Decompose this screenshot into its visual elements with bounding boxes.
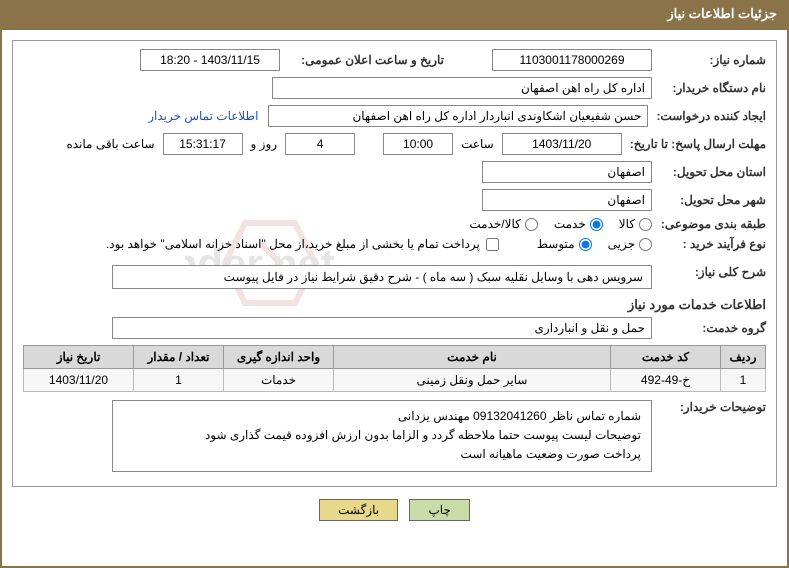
radio-both-label: کالا/خدمت: [469, 217, 520, 231]
announce-label: تاریخ و ساعت اعلان عمومی:: [284, 53, 444, 67]
radio-medium-input[interactable]: [579, 238, 592, 251]
city-value: اصفهان: [482, 189, 652, 211]
header-title: جزئیات اطلاعات نیاز: [667, 6, 777, 21]
deadline-hour: 10:00: [383, 133, 453, 155]
radio-medium[interactable]: متوسط: [537, 237, 592, 251]
outer-frame: Aria Tender.net شماره نیاز: 110300117800…: [0, 28, 789, 568]
radio-both[interactable]: کالا/خدمت: [469, 217, 537, 231]
category-radios: کالا خدمت کالا/خدمت: [469, 217, 652, 231]
row-need-number: شماره نیاز: 1103001178000269 تاریخ و ساع…: [23, 49, 766, 71]
td-name: سایر حمل ونقل زمینی: [334, 369, 611, 392]
row-buyer-org: نام دستگاه خریدار: اداره کل راه اهن اصفه…: [23, 77, 766, 99]
deadline-date: 1403/11/20: [502, 133, 622, 155]
need-desc-label: شرح کلی نیاز:: [656, 265, 766, 279]
process-radios: جزیی متوسط: [537, 237, 652, 251]
process-label: نوع فرآیند خرید :: [656, 237, 766, 251]
payment-note: پرداخت تمام یا بخشی از مبلغ خرید،از محل …: [106, 237, 480, 251]
requester-label: ایجاد کننده درخواست:: [652, 109, 766, 123]
category-label: طبقه بندی موضوعی:: [656, 217, 766, 231]
province-label: استان محل تحویل:: [656, 165, 766, 179]
services-section-label: اطلاعات خدمات مورد نیاز: [23, 297, 766, 313]
th-qty: تعداد / مقدار: [134, 346, 224, 369]
service-group-value: حمل و نقل و انبارداری: [112, 317, 652, 339]
need-desc-value: سرویس دهی با وسایل نقلیه سبک ( سه ماه ) …: [112, 265, 652, 289]
row-need-desc: شرح کلی نیاز: سرویس دهی با وسایل نقلیه س…: [23, 265, 766, 289]
buyer-org-value: اداره کل راه اهن اصفهان: [272, 77, 652, 99]
buyer-notes-line3: پرداخت صورت وضعیت ماهیانه است: [123, 445, 641, 464]
row-province: استان محل تحویل: اصفهان: [23, 161, 766, 183]
need-number-label: شماره نیاز:: [656, 53, 766, 67]
th-code: کد خدمت: [611, 346, 721, 369]
radio-service[interactable]: خدمت: [554, 217, 603, 231]
td-qty: 1: [134, 369, 224, 392]
row-service-group: گروه خدمت: حمل و نقل و انبارداری: [23, 317, 766, 339]
th-row: ردیف: [721, 346, 766, 369]
need-number-value: 1103001178000269: [492, 49, 652, 71]
radio-service-input[interactable]: [590, 218, 603, 231]
buyer-notes-label: توضیحات خریدار:: [656, 400, 766, 414]
inner-frame: Aria Tender.net شماره نیاز: 110300117800…: [12, 40, 777, 487]
requester-value: حسن شفیعیان اشکاوندی انباردار اداره کل ر…: [268, 105, 648, 127]
deadline-hour-label: ساعت: [457, 137, 498, 151]
row-process: نوع فرآیند خرید : جزیی متوسط پرداخت تمام…: [23, 237, 766, 251]
table-header-row: ردیف کد خدمت نام خدمت واحد اندازه گیری ت…: [24, 346, 766, 369]
row-requester: ایجاد کننده درخواست: حسن شفیعیان اشکاوند…: [23, 105, 766, 127]
row-category: طبقه بندی موضوعی: کالا خدمت کالا/خدمت: [23, 217, 766, 231]
td-unit: خدمات: [224, 369, 334, 392]
contact-link[interactable]: اطلاعات تماس خریدار: [148, 109, 264, 123]
td-row: 1: [721, 369, 766, 392]
buyer-notes-line1: شماره تماس ناظر 09132041260 مهندس یزدانی: [123, 407, 641, 426]
announce-value: 1403/11/15 - 18:20: [140, 49, 280, 71]
payment-checkbox-input[interactable]: [486, 238, 499, 251]
td-date: 1403/11/20: [24, 369, 134, 392]
td-code: خ-49-492: [611, 369, 721, 392]
radio-partial[interactable]: جزیی: [608, 237, 652, 251]
province-value: اصفهان: [482, 161, 652, 183]
radio-service-label: خدمت: [554, 217, 586, 231]
radio-goods-input[interactable]: [639, 218, 652, 231]
form-content: شماره نیاز: 1103001178000269 تاریخ و ساع…: [23, 49, 766, 472]
back-button[interactable]: بازگشت: [319, 499, 398, 521]
service-group-label: گروه خدمت:: [656, 321, 766, 335]
radio-goods-label: کالا: [619, 217, 635, 231]
services-table: ردیف کد خدمت نام خدمت واحد اندازه گیری ت…: [23, 345, 766, 392]
buyer-notes-box: شماره تماس ناظر 09132041260 مهندس یزدانی…: [112, 400, 652, 472]
radio-partial-label: جزیی: [608, 237, 635, 251]
page-header: جزئیات اطلاعات نیاز: [0, 0, 789, 28]
city-label: شهر محل تحویل:: [656, 193, 766, 207]
row-city: شهر محل تحویل: اصفهان: [23, 189, 766, 211]
buyer-org-label: نام دستگاه خریدار:: [656, 81, 766, 95]
th-date: تاریخ نیاز: [24, 346, 134, 369]
radio-both-input[interactable]: [525, 218, 538, 231]
deadline-days: 4: [285, 133, 355, 155]
deadline-countdown: 15:31:17: [163, 133, 243, 155]
th-unit: واحد اندازه گیری: [224, 346, 334, 369]
row-buyer-notes: توضیحات خریدار: شماره تماس ناظر 09132041…: [23, 400, 766, 472]
buyer-notes-line2: توضیحات لیست پیوست حتما ملاحظه گردد و ال…: [123, 426, 641, 445]
payment-checkbox[interactable]: پرداخت تمام یا بخشی از مبلغ خرید،از محل …: [106, 237, 499, 251]
table-row: 1 خ-49-492 سایر حمل ونقل زمینی خدمات 1 1…: [24, 369, 766, 392]
deadline-remain-suffix: ساعت باقی مانده: [62, 137, 158, 151]
radio-partial-input[interactable]: [639, 238, 652, 251]
print-button[interactable]: چاپ: [409, 499, 469, 521]
deadline-days-suffix: روز و: [247, 137, 282, 151]
radio-goods[interactable]: کالا: [619, 217, 652, 231]
row-deadline: مهلت ارسال پاسخ: تا تاریخ: 1403/11/20 سا…: [23, 133, 766, 155]
radio-medium-label: متوسط: [537, 237, 575, 251]
th-name: نام خدمت: [334, 346, 611, 369]
button-row: چاپ بازگشت: [12, 499, 777, 521]
deadline-label: مهلت ارسال پاسخ: تا تاریخ:: [626, 137, 766, 151]
